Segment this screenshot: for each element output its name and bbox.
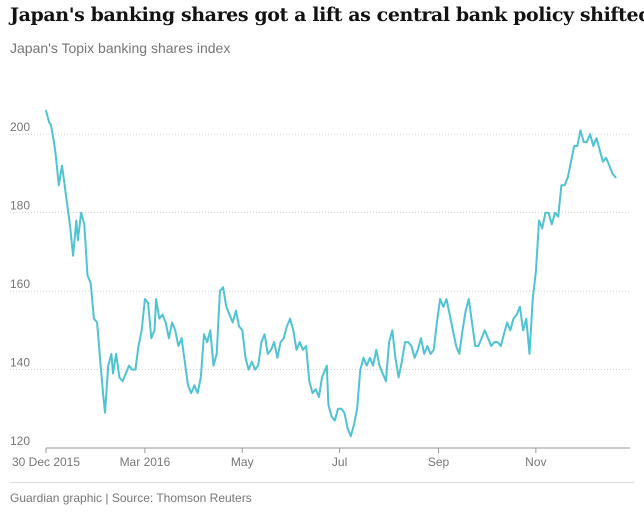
x-tick-label-1: Mar 2016 bbox=[120, 455, 171, 469]
x-axis: 30 Dec 2015 Mar 2016 May Jul Sep Nov bbox=[12, 447, 630, 469]
y-tick-label-120: 120 bbox=[10, 434, 30, 448]
y-tick-label-180: 180 bbox=[10, 199, 30, 213]
x-tick-label-5: Nov bbox=[525, 455, 546, 469]
y-tick-label-160: 160 bbox=[10, 277, 30, 291]
y-tick-label-200: 200 bbox=[10, 120, 30, 134]
x-tick-label-3: Jul bbox=[332, 455, 347, 469]
chart-subtitle: Japan's Topix banking shares index bbox=[10, 40, 231, 56]
series-group bbox=[45, 109, 617, 438]
source-note: Guardian graphic | Source: Thomson Reute… bbox=[10, 491, 252, 505]
series-line-0 bbox=[45, 109, 617, 438]
y-axis-labels: 120 140 160 180 200 bbox=[10, 120, 30, 448]
x-tick-label-4: Sep bbox=[428, 455, 450, 469]
chart-title: Japan's banking shares got a lift as cen… bbox=[10, 4, 644, 26]
x-tick-label-2: May bbox=[231, 455, 254, 469]
gridlines bbox=[10, 133, 630, 371]
footer-divider bbox=[10, 482, 634, 483]
x-tick-label-0: 30 Dec 2015 bbox=[12, 455, 80, 469]
y-tick-label-140: 140 bbox=[10, 356, 30, 370]
